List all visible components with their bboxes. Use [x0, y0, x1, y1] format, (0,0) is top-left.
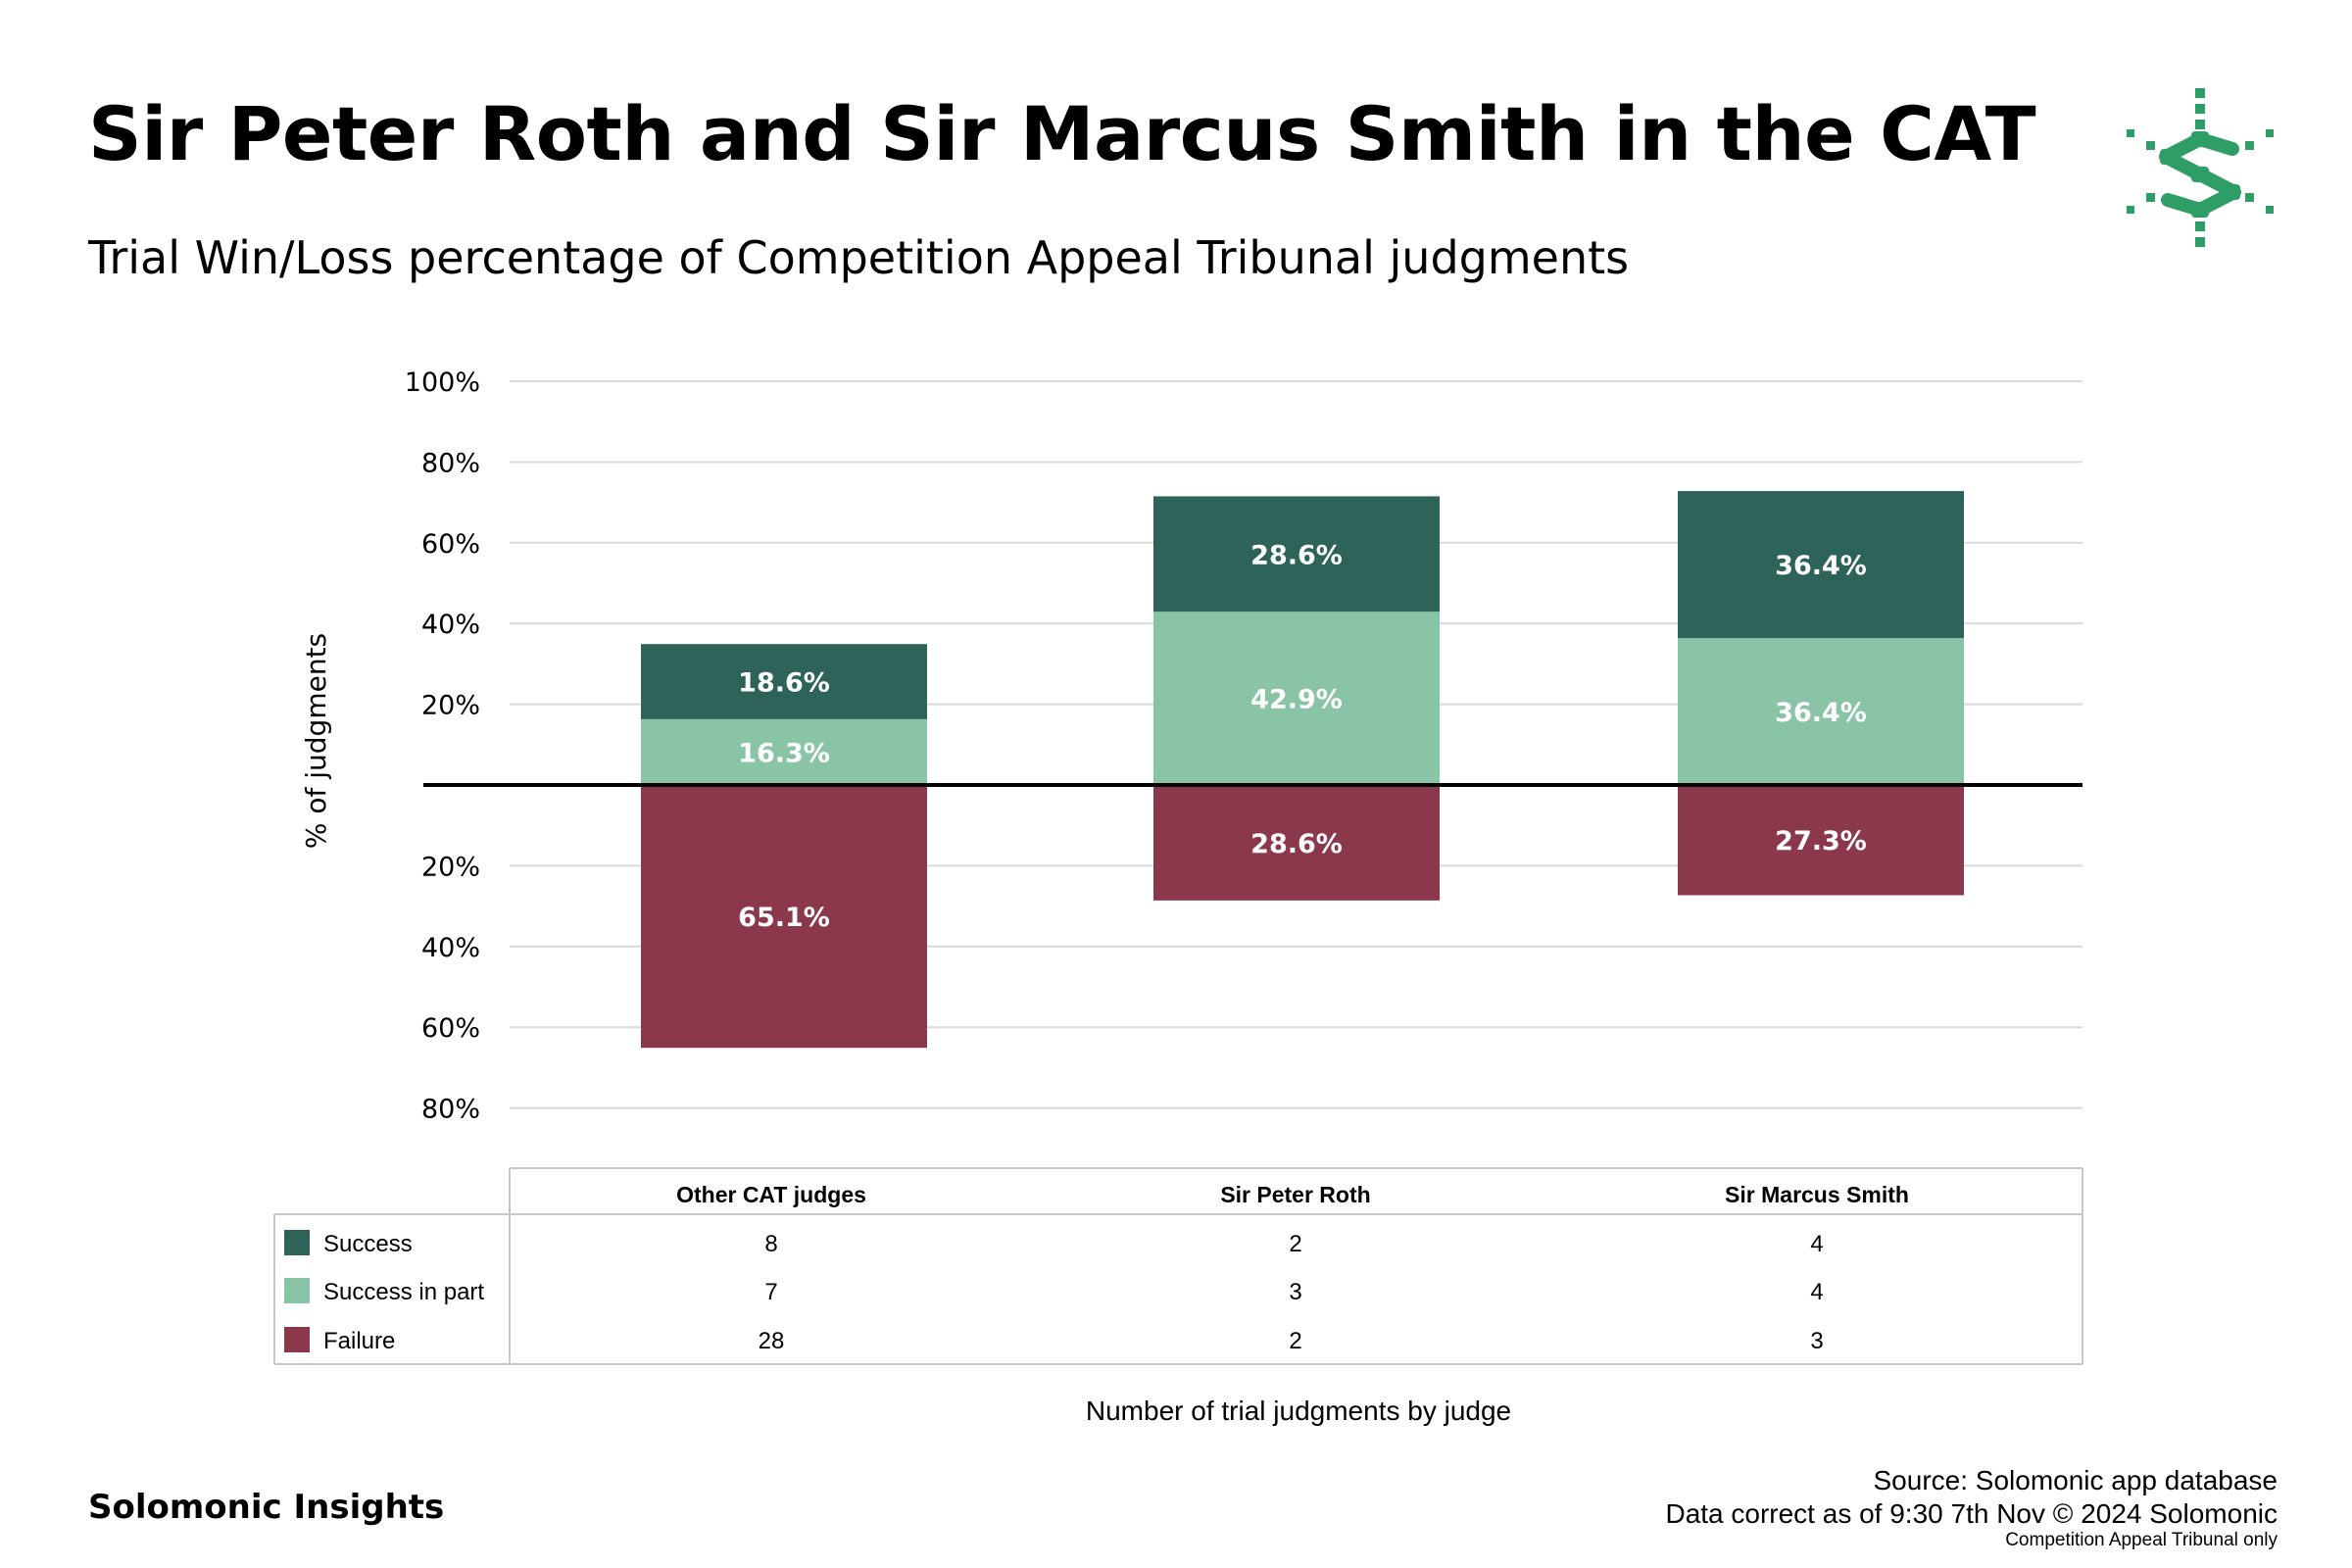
- brand-name: Solomonic Insights: [88, 1488, 445, 1527]
- legend-label: Success in part: [323, 1279, 484, 1305]
- table-cell: 4: [1810, 1279, 1823, 1305]
- source-line: Source: Solomonic app database: [1873, 1465, 2278, 1495]
- data-label: 28.6%: [1250, 540, 1343, 570]
- table-column-header: Sir Marcus Smith: [1725, 1182, 1909, 1207]
- bar-success: [1153, 496, 1440, 612]
- legend-label: Success: [323, 1231, 413, 1257]
- data-date-line: Data correct as of 9:30 7th Nov © 2024 S…: [1665, 1497, 2278, 1529]
- data-label: 28.6%: [1250, 829, 1343, 859]
- scope-note: Competition Appeal Tribunal only: [2005, 1530, 2278, 1551]
- page-subtitle: Trial Win/Loss percentage of Competition…: [88, 231, 1630, 284]
- table-cell: 7: [764, 1279, 777, 1305]
- x-axis-label: Number of trial judgments by judge: [1085, 1396, 1512, 1426]
- legend-swatch-success: [284, 1230, 310, 1255]
- y-tick-label: 20%: [421, 691, 480, 721]
- y-tick-label: 20%: [421, 852, 480, 882]
- y-tick-label: 60%: [421, 1013, 480, 1044]
- page-title: Sir Peter Roth and Sir Marcus Smith in t…: [88, 90, 2036, 177]
- data-label: 42.9%: [1250, 685, 1343, 715]
- bar-success-in-part: [1678, 638, 1964, 785]
- data-label: 36.4%: [1775, 698, 1867, 728]
- bar-failure: [1678, 785, 1964, 896]
- y-tick-label: 80%: [421, 448, 480, 478]
- table-cell: 28: [759, 1328, 785, 1354]
- y-tick-label: 60%: [421, 529, 480, 560]
- y-tick-label: 80%: [421, 1095, 480, 1125]
- bar-success-in-part: [641, 718, 927, 785]
- data-label: 16.3%: [738, 738, 830, 768]
- data-label: 36.4%: [1775, 551, 1867, 581]
- table-cell: 3: [1810, 1328, 1823, 1354]
- solomonic-logo-icon: [2127, 88, 2274, 247]
- data-label: 18.6%: [738, 668, 830, 699]
- legend-label: Failure: [323, 1328, 395, 1354]
- table-column-header: Other CAT judges: [676, 1182, 866, 1207]
- table-cell: 3: [1289, 1279, 1301, 1305]
- y-tick-label: 40%: [421, 610, 480, 640]
- bar-success: [641, 644, 927, 719]
- table-cell: 2: [1289, 1231, 1301, 1257]
- data-label: 27.3%: [1775, 826, 1867, 857]
- legend-swatch-success-in-part: [284, 1278, 310, 1303]
- bar-success: [1678, 491, 1964, 639]
- table-column-header: Sir Peter Roth: [1220, 1182, 1370, 1207]
- table-cell: 8: [764, 1231, 777, 1257]
- y-tick-label: 100%: [405, 368, 480, 398]
- table-cell: 4: [1810, 1231, 1823, 1257]
- bar-failure: [1153, 785, 1440, 901]
- y-axis-label: % of judgments: [300, 633, 332, 849]
- y-tick-label: 40%: [421, 933, 480, 963]
- legend-swatch-failure: [284, 1327, 310, 1352]
- source-note: Source: Solomonic app database Data corr…: [1665, 1464, 2278, 1552]
- table-cell: 2: [1289, 1328, 1301, 1354]
- data-label: 65.1%: [738, 903, 830, 933]
- bar-failure: [641, 785, 927, 1049]
- bar-success-in-part: [1153, 612, 1440, 785]
